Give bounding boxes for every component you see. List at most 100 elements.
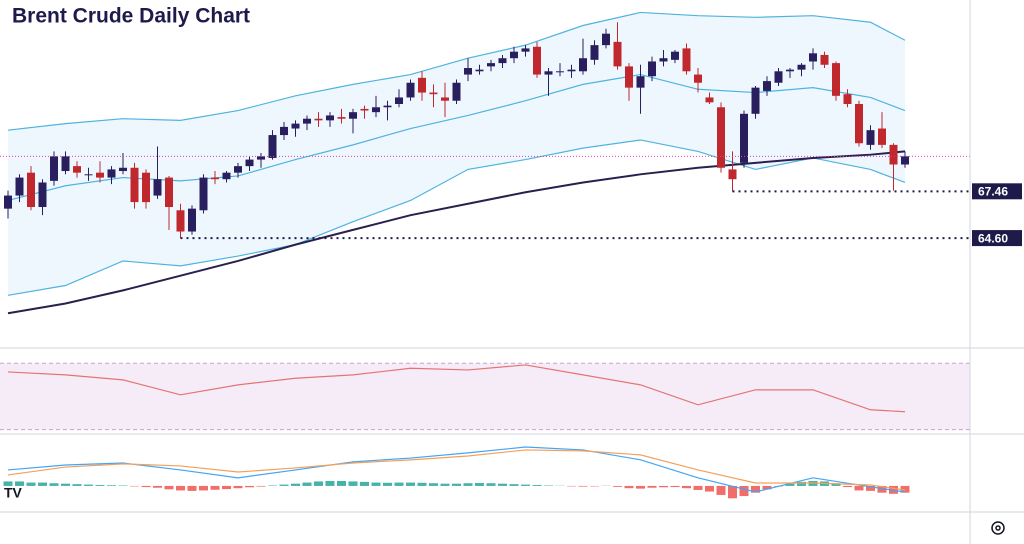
histogram-bar <box>107 485 116 486</box>
candle-body <box>245 159 254 167</box>
candle-body <box>866 130 875 145</box>
histogram-bar <box>452 483 461 486</box>
candle-body <box>567 69 576 72</box>
candle-body <box>211 177 219 180</box>
indicator-line <box>7 139 906 296</box>
candle-body <box>349 112 357 119</box>
candle-body <box>165 177 173 208</box>
candle-body <box>613 41 622 67</box>
histogram-bar <box>762 485 772 490</box>
histogram-bar <box>797 481 806 486</box>
candle-body <box>590 45 599 60</box>
gear-hub <box>995 525 1001 531</box>
candle-body <box>199 177 208 211</box>
histogram-bar <box>141 485 151 488</box>
histogram-bar <box>900 485 910 493</box>
histogram-bar <box>153 485 162 488</box>
candle-body <box>901 156 909 165</box>
histogram-bar <box>509 484 519 486</box>
histogram-bar <box>222 485 231 490</box>
candle-body <box>705 97 714 103</box>
candle-body <box>740 113 748 163</box>
candle-body <box>464 68 472 75</box>
candle-body <box>15 177 24 196</box>
candle-body <box>475 69 484 72</box>
histogram-bar <box>325 480 335 486</box>
histogram-bar <box>463 483 473 486</box>
candle-body <box>326 115 334 121</box>
histogram-bar <box>406 482 415 486</box>
candle-body <box>556 71 564 73</box>
histogram-bar <box>739 485 749 497</box>
histogram-bar <box>256 485 266 487</box>
indicator-line <box>7 150 906 315</box>
settings-icon[interactable] <box>991 521 1005 535</box>
candle-body <box>130 167 139 203</box>
grid-layer <box>0 362 970 431</box>
candle-body <box>360 108 369 111</box>
candle-body <box>61 156 70 172</box>
histogram-bar <box>38 482 47 486</box>
histogram-bar <box>578 485 588 487</box>
candle-body <box>27 172 35 208</box>
candle-body <box>257 156 265 160</box>
candle-body <box>429 92 438 95</box>
histogram-bar <box>693 485 703 490</box>
candle-body <box>648 61 656 77</box>
histogram-bar <box>302 482 312 486</box>
histogram-bar <box>348 481 358 486</box>
candle-body <box>636 76 645 88</box>
histogram-bar <box>394 482 404 486</box>
candle-body <box>820 54 829 65</box>
candle-body <box>682 48 691 72</box>
label-layer: 67.46 64.60 <box>972 183 1022 247</box>
histogram-bar <box>417 482 427 486</box>
title-backdrop <box>0 2 290 32</box>
histogram-bar <box>854 485 864 491</box>
candle-body <box>418 77 426 93</box>
histogram-bar <box>164 485 174 490</box>
band-fill <box>8 12 905 296</box>
candle-body <box>889 144 898 165</box>
candle-body <box>579 58 587 72</box>
histogram-bar <box>647 485 657 488</box>
histogram-bar <box>705 485 714 492</box>
histogram-bar <box>72 484 82 486</box>
candle-body <box>38 182 47 208</box>
indicator-line <box>7 446 906 493</box>
candle-body <box>809 53 817 62</box>
histogram-bar <box>486 483 496 486</box>
indicator-line <box>7 11 906 131</box>
histogram-bar <box>210 485 220 490</box>
candle-body <box>153 179 162 196</box>
histogram-bar <box>291 483 300 486</box>
candle-body <box>73 166 81 173</box>
candle-body <box>84 174 93 176</box>
histogram-bar <box>636 485 645 489</box>
histogram-bar <box>751 485 760 493</box>
candle-body <box>855 103 863 144</box>
level-label: 67.46 <box>978 184 1008 198</box>
histogram-bar <box>866 485 875 491</box>
histogram-bar <box>187 485 197 491</box>
candle-body <box>372 107 380 113</box>
candle-body <box>774 71 783 83</box>
rsi-band <box>0 363 970 430</box>
plot-layer <box>0 11 970 499</box>
candle-body <box>4 195 12 209</box>
histogram-bar <box>383 482 392 486</box>
candle-body <box>717 107 725 168</box>
candle-body <box>625 66 633 88</box>
candle-body <box>50 156 58 181</box>
candle-body <box>291 123 300 129</box>
candle-body <box>280 126 288 136</box>
candle-body <box>452 82 461 101</box>
histogram-bar <box>360 481 369 486</box>
histogram-bar <box>728 485 737 499</box>
candle-body <box>510 51 518 59</box>
candle-body <box>395 97 403 104</box>
level-tag <box>972 230 1022 247</box>
histogram-bar <box>245 485 254 488</box>
